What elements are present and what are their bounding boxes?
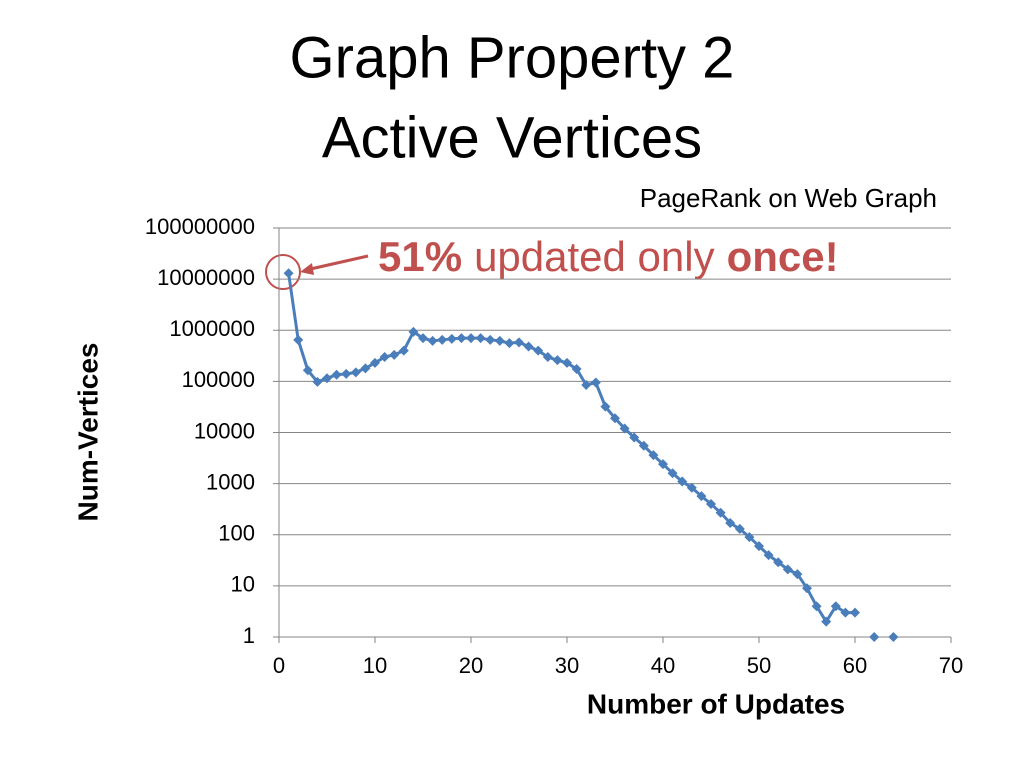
annotation-part: updated only	[474, 233, 715, 280]
data-point	[782, 564, 793, 575]
series-line	[289, 273, 894, 637]
data-point	[629, 432, 640, 443]
data-point	[427, 335, 438, 346]
x-tick-label: 20	[459, 653, 483, 678]
data-point	[677, 476, 688, 487]
annotation-part: once!	[727, 233, 839, 280]
data-point	[398, 345, 409, 356]
x-tick-label: 10	[363, 653, 387, 678]
y-tick-label: 100	[218, 521, 255, 546]
data-point	[792, 569, 803, 580]
data-point	[389, 349, 400, 360]
data-point	[763, 550, 774, 561]
data-point	[648, 450, 659, 461]
data-point	[590, 377, 601, 388]
data-point	[418, 333, 428, 344]
x-tick-label: 40	[651, 653, 675, 678]
data-point	[331, 369, 342, 380]
data-point	[552, 355, 563, 366]
y-tick-label: 100000	[182, 367, 255, 392]
data-point	[715, 507, 726, 518]
data-point	[686, 482, 697, 493]
y-tick-label: 10000	[194, 418, 255, 443]
data-point	[466, 333, 476, 344]
data-point	[437, 334, 448, 345]
data-point	[379, 351, 390, 362]
data-point	[533, 345, 544, 356]
data-point	[494, 335, 505, 346]
data-point	[744, 532, 755, 543]
data-point	[610, 413, 620, 424]
data-point	[802, 583, 812, 594]
arrow-head	[300, 263, 314, 275]
data-point	[600, 401, 611, 412]
data-point	[312, 376, 323, 387]
data-point	[514, 337, 524, 348]
data-point	[696, 491, 707, 502]
data-point	[734, 523, 745, 534]
data-point	[658, 459, 668, 470]
slide-title: Active Vertices	[322, 105, 702, 170]
annotation-arrow	[305, 254, 369, 272]
annotation-part: 51%	[378, 233, 462, 280]
data-point	[542, 351, 553, 362]
data-point	[869, 632, 880, 642]
y-tick-label: 1000	[206, 469, 255, 494]
data-point	[830, 601, 841, 612]
data-point	[706, 498, 716, 509]
data-point	[811, 601, 822, 612]
y-axis-label: Num-Vertices	[72, 343, 103, 522]
y-tick-label: 100000000	[145, 214, 255, 239]
x-tick-label: 60	[843, 653, 867, 678]
data-point	[293, 334, 304, 345]
data-point	[408, 326, 419, 337]
data-point	[302, 365, 313, 376]
data-point	[350, 367, 361, 378]
data-point	[619, 423, 630, 434]
data-point	[456, 333, 467, 344]
y-tick-label: 10	[231, 572, 255, 597]
data-point	[888, 632, 899, 642]
data-point	[840, 607, 851, 618]
data-point	[821, 616, 832, 627]
data-point	[638, 440, 649, 451]
x-tick-label: 50	[747, 653, 771, 678]
data-point	[360, 363, 371, 374]
x-axis-label: Number of Updates	[587, 688, 845, 719]
data-point	[725, 517, 736, 528]
data-point	[581, 379, 592, 390]
x-tick-label: 30	[555, 653, 579, 678]
data-point	[562, 357, 572, 368]
data-point	[446, 333, 457, 344]
data-point	[850, 607, 860, 618]
data-point	[283, 268, 294, 279]
data-point	[370, 357, 380, 368]
data-point	[504, 338, 515, 349]
x-tick-label: 70	[939, 653, 963, 678]
chart-title: PageRank on Web Graph	[640, 183, 937, 213]
y-tick-label: 1000000	[169, 316, 255, 341]
data-point	[523, 341, 534, 352]
data-point	[773, 557, 784, 568]
data-point	[341, 368, 352, 379]
y-tick-label: 10000000	[157, 265, 255, 290]
y-tick-label: 1	[243, 623, 255, 648]
data-point	[485, 334, 496, 345]
slide-title: Graph Property 2	[290, 25, 735, 90]
data-point	[667, 468, 678, 479]
data-point	[322, 373, 332, 384]
data-point	[571, 363, 582, 374]
x-tick-label: 0	[273, 653, 285, 678]
data-point	[475, 333, 486, 344]
highlight-circle	[265, 254, 301, 290]
annotation: 51% updated only once!	[378, 233, 839, 280]
data-point	[754, 541, 764, 552]
